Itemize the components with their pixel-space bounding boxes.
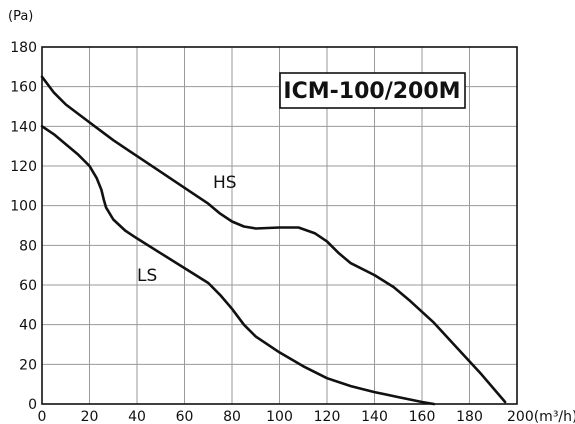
y-tick-label: 140 (10, 119, 37, 135)
x-tick-label: 40 (128, 409, 146, 424)
series-label-hs: HS (213, 173, 237, 193)
chart-title-box: ICM-100/200M (279, 72, 466, 109)
y-tick-label: 60 (19, 278, 37, 294)
x-tick-label: 20 (81, 409, 99, 424)
x-tick-label: 160 (409, 409, 436, 424)
y-tick-label: 160 (10, 80, 37, 96)
x-tick-label: 180 (456, 409, 483, 424)
y-tick-label: 40 (19, 318, 37, 334)
y-tick-label: 80 (19, 238, 37, 254)
y-tick-label: 120 (10, 159, 37, 175)
x-tick-label: 200(m³/h) (507, 409, 575, 424)
y-tick-label: 20 (19, 357, 37, 373)
y-axis-ticks: 0 20 40 60 80 100 120 140 160 180 (10, 40, 37, 413)
chart-title: ICM-100/200M (283, 79, 460, 104)
chart-title-frame (279, 72, 466, 109)
x-tick-label: 100 (266, 409, 293, 424)
plot-frame (41, 46, 518, 405)
x-tick-label: 60 (176, 409, 194, 424)
series-lines (40, 75, 507, 406)
x-tick-label: 140 (361, 409, 388, 424)
y-tick-label: 180 (10, 40, 37, 56)
series-line-ls (40, 125, 436, 406)
y-tick-label: 100 (10, 199, 37, 215)
x-tick-label: 80 (223, 409, 241, 424)
series-label-ls: LS (137, 266, 157, 286)
y-axis-unit-label: (Pa) (8, 9, 33, 24)
y-tick-label: 0 (28, 397, 37, 413)
x-tick-label: 0 (38, 409, 47, 424)
x-axis-ticks: 0 20 40 60 80 100 120 140 160 180 200(m³/h) (38, 409, 575, 424)
x-tick-label: 120 (314, 409, 341, 424)
series-line-hs (40, 75, 507, 404)
series-labels: HS LS (137, 173, 237, 286)
